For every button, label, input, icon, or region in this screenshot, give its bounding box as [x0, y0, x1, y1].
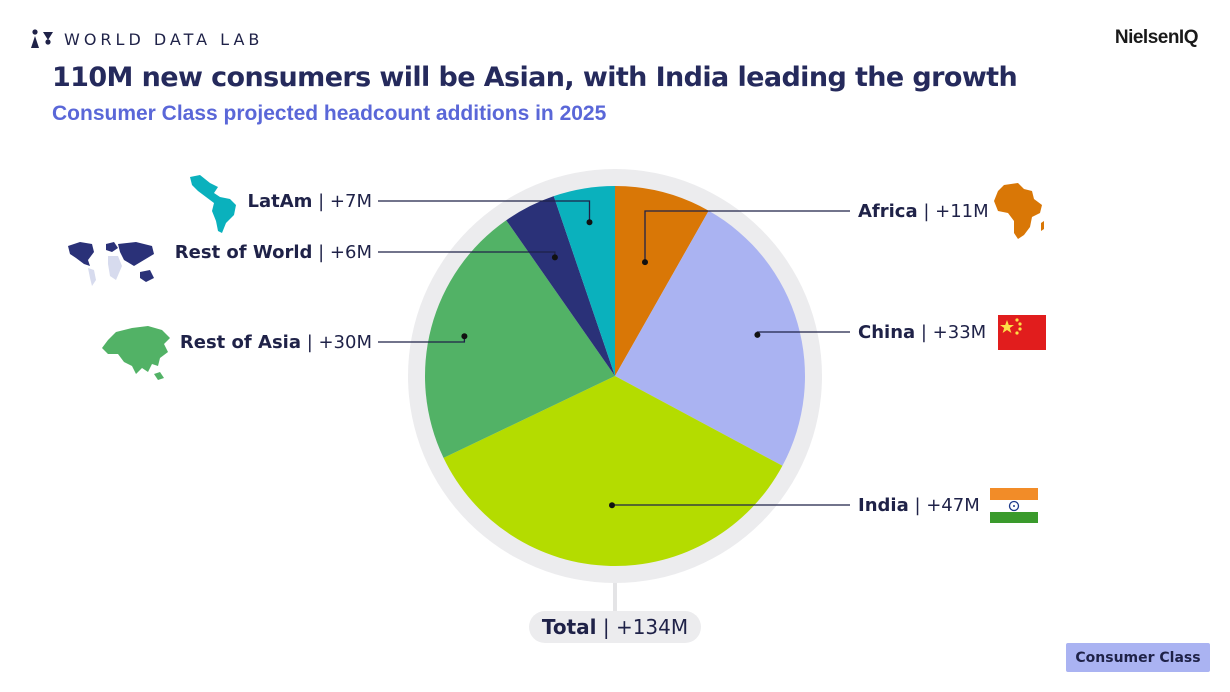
brand-name: WORLD DATA LAB: [64, 29, 264, 49]
total-label: Total | +134M: [529, 611, 701, 643]
page-subtitle: Consumer Class projected headcount addit…: [52, 102, 607, 125]
leader-dot-latam: [586, 219, 593, 226]
asia-map-icon: [102, 326, 170, 380]
slice-latam: [553, 186, 615, 376]
total-separator: |: [596, 615, 616, 639]
africa-map-icon: [994, 183, 1044, 239]
total-value: +134M: [615, 615, 689, 639]
slice-labels: Africa | +11M China | +33M India | +47M Res…: [175, 191, 989, 516]
label-china: China | +33M: [858, 322, 986, 343]
india-flag-icon: [990, 488, 1038, 523]
total-name: Total: [541, 615, 597, 639]
leader-dot-rest-of-asia: [461, 333, 468, 340]
leader-africa: [644, 210, 850, 263]
leader-dot-china: [754, 331, 761, 338]
label-africa: Africa | +11M: [858, 201, 989, 222]
world-data-lab-logo-icon: [31, 29, 53, 48]
label-rest-of-world: Rest of World | +6M: [175, 242, 372, 263]
slice-africa: [615, 186, 709, 376]
consumer-class-badge[interactable]: Consumer Class: [1066, 643, 1210, 672]
leader-dot-rest-of-world: [551, 254, 558, 261]
leader-lines: [378, 200, 850, 509]
china-flag-icon: [998, 315, 1046, 350]
pie-slices: [425, 186, 805, 566]
world-map-icon: [68, 242, 154, 286]
label-india: India | +47M: [858, 495, 980, 516]
slice-india: [443, 376, 783, 566]
label-latam: LatAm | +7M: [248, 191, 373, 212]
leader-dot-africa: [642, 259, 648, 266]
latam-map-icon: [190, 175, 236, 233]
slice-rest-of-asia: [425, 220, 615, 458]
brand: WORLD DATA LAB: [30, 28, 263, 50]
slice-china: [615, 210, 805, 466]
page-title: 110M new consumers will be Asian, with I…: [52, 62, 1018, 93]
slice-rest-of-world: [506, 196, 615, 376]
partner-logo: NielsenIQ: [1114, 27, 1199, 48]
label-rest-of-asia: Rest of Asia | +30M: [180, 332, 372, 353]
leader-latam: [378, 200, 591, 223]
leader-dot-india: [609, 502, 615, 509]
